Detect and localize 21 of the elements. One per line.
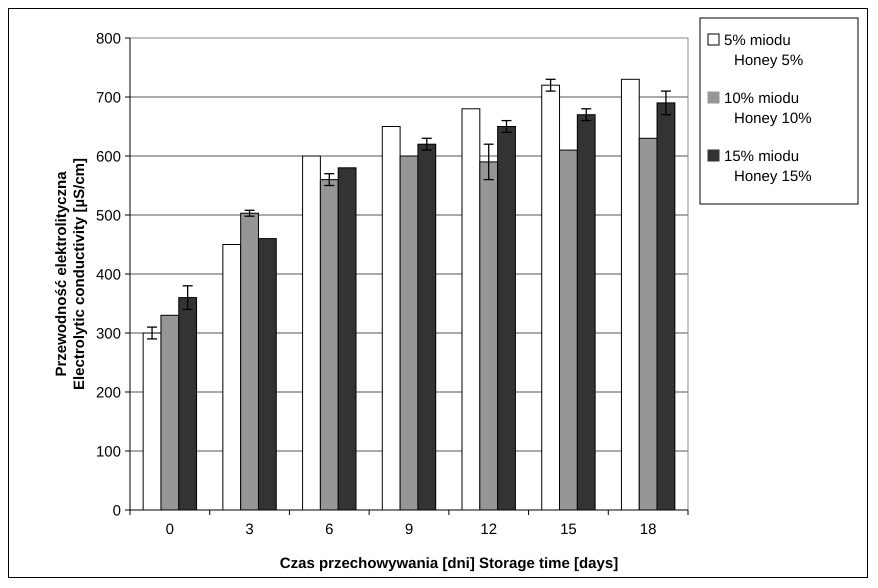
y-tick-label: 400 [96, 266, 121, 284]
x-tick-label: 15 [560, 521, 577, 538]
y-tick-label: 300 [96, 325, 121, 342]
legend-label: 5% miodu Honey 5% [724, 32, 804, 69]
x-axis-title: Czas przechowywania [dni] Storage time [days] [280, 555, 618, 572]
x-tick-label: 9 [404, 521, 414, 538]
y-tick-label: 600 [96, 148, 121, 166]
x-tick-label: 6 [325, 521, 334, 538]
y-tick-label: 100 [96, 443, 121, 460]
legend-label: 10% miodu Honey 10% [724, 90, 812, 127]
x-tick-label: 12 [480, 521, 498, 538]
y-tick-label: 200 [96, 384, 121, 402]
y-tick-label: 700 [96, 89, 121, 106]
x-tick-label: 3 [245, 521, 254, 538]
y-tick-label: 500 [96, 207, 121, 224]
x-tick-label: 0 [166, 521, 174, 538]
y-axis-title: Przewodność elektrolityczna Electrolytic conductivity [µS/cm] [53, 158, 88, 390]
y-tick-label: 800 [96, 30, 121, 48]
y-tick-label: 0 [112, 502, 121, 520]
x-tick-label: 18 [640, 521, 656, 538]
legend-label: 15% miodu Honey 15% [724, 148, 812, 185]
